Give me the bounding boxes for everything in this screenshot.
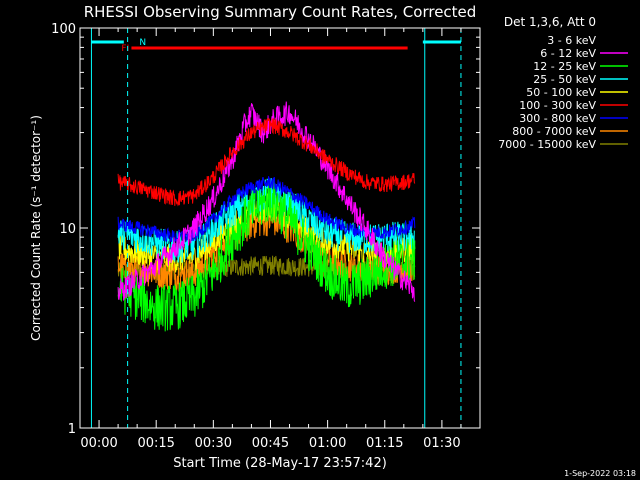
x-tick-label-0: 00:00 (80, 436, 117, 451)
legend-title: Det 1,3,6, Att 0 (504, 15, 596, 29)
time-markers (90, 28, 462, 428)
legend-label-4: 50 - 100 keV (526, 86, 596, 99)
legend-label-3: 25 - 50 keV (533, 73, 596, 86)
x-tick-label-3: 00:45 (252, 436, 289, 451)
legend-label-2: 12 - 25 keV (533, 60, 596, 73)
y-axis-label: Corrected Count Rate (s⁻¹ detector⁻¹) (29, 115, 43, 341)
y-tick-label-2: 100 (51, 22, 76, 37)
y-tick-label-0: 1 (68, 422, 76, 437)
series-line-2 (117, 179, 416, 332)
legend-label-8: 7000 - 15000 keV (498, 138, 596, 151)
axes: 00:00 00:15 00:30 00:45 01:00 01:15 01:30 1 10 10… (51, 22, 480, 451)
flag-label-1: FI (121, 44, 129, 54)
x-axis-label: Start Time (28-May-17 23:57:42) (173, 456, 387, 471)
series-lines (117, 69, 416, 332)
series-line-5 (117, 117, 416, 207)
legend-label-5: 100 - 300 keV (519, 99, 596, 112)
x-tick-label-2: 00:30 (195, 436, 232, 451)
legend-label-1: 6 - 12 keV (540, 47, 596, 60)
flag-label-0: N (139, 38, 146, 48)
x-tick-label-1: 00:15 (137, 436, 174, 451)
legend-label-6: 300 - 800 keV (519, 112, 596, 125)
legend-label-0: 3 - 6 keV (547, 34, 596, 47)
x-tick-label-4: 01:00 (309, 436, 346, 451)
series-line-0 (117, 69, 416, 139)
flag-bars: N FI (91, 38, 461, 54)
chart-title: RHESSI Observing Summary Count Rates, Co… (84, 3, 477, 21)
legend-label-7: 800 - 7000 keV (512, 125, 596, 138)
x-tick-label-6: 01:30 (423, 436, 460, 451)
x-tick-label-5: 01:15 (366, 436, 403, 451)
timestamp: 1-Sep-2022 03:18 (564, 469, 636, 478)
y-tick-label-1: 10 (59, 222, 76, 237)
